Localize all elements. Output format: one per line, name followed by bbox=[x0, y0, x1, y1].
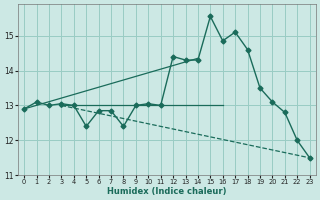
X-axis label: Humidex (Indice chaleur): Humidex (Indice chaleur) bbox=[107, 187, 227, 196]
